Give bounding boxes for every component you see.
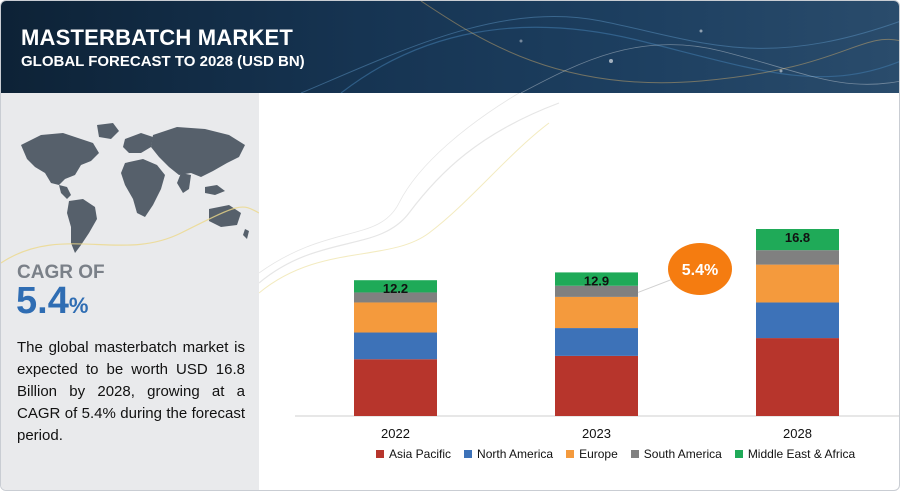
legend-label-europe: Europe — [579, 447, 618, 461]
bar-total-label-2028: 16.8 — [785, 230, 810, 245]
x-tick-label-2022: 2022 — [381, 426, 410, 441]
chart-legend: Asia Pacific North America Europe South Ame… — [376, 447, 868, 461]
bar-segment-2023-north-america — [555, 328, 638, 356]
cagr-number: 5.4 — [16, 280, 69, 322]
stacked-bar-chart: 12.2 2022 12.9 2023 16.8 2028 5.4% — [258, 92, 899, 441]
legend-label-middle-east-africa: Middle East & Africa — [747, 447, 856, 461]
bar-segment-2023-middle-east-africa — [555, 272, 638, 286]
legend-item-north-america: North America — [464, 447, 553, 461]
legend-item-asia-pacific: Asia Pacific — [376, 447, 451, 461]
page-subtitle: GLOBAL FORECAST TO 2028 (USD BN) — [21, 53, 305, 70]
legend-item-south-america: South America — [630, 447, 722, 461]
bar-segment-2023-south-america — [555, 285, 638, 297]
bar-segment-2023-asia-pacific — [555, 355, 638, 416]
bar-segment-2022-asia-pacific — [354, 359, 437, 416]
bar-segment-2028-middle-east-africa — [756, 229, 839, 251]
cagr-bubble-label: 5.4% — [682, 262, 718, 279]
legend-label-north-america: North America — [477, 447, 554, 461]
background-curves — [258, 92, 560, 294]
legend-label-south-america: South America — [643, 447, 722, 461]
legend-item-europe: Europe — [566, 447, 618, 461]
bar-segment-2028-europe — [756, 264, 839, 303]
legend-swatch-europe — [566, 450, 575, 458]
bar-total-label-2022: 12.2 — [383, 281, 408, 296]
legend-item-middle-east-africa: Middle East & Africa — [734, 447, 856, 461]
legend-swatch-south-america — [630, 450, 639, 458]
cagr-bubble — [668, 243, 732, 295]
summary-panel: CAGR OF 5.4% The global masterbatch mark… — [1, 93, 259, 490]
chart-area: 12.2 2022 12.9 2023 16.8 2028 5.4% — [258, 92, 899, 490]
legend-swatch-north-america — [464, 450, 473, 458]
market-description: The global masterbatch market is expecte… — [17, 339, 245, 444]
header-background-art — [300, 1, 899, 93]
world-map-icon — [1, 123, 259, 264]
cagr-unit: % — [68, 293, 89, 318]
bar-segment-2022-south-america — [354, 292, 437, 303]
header-banner: MASTERBATCH MARKET GLOBAL FORECAST TO 20… — [1, 1, 899, 93]
bar-segment-2028-north-america — [756, 302, 839, 339]
page-title: MASTERBATCH MARKET — [21, 25, 294, 50]
legend-label-asia-pacific: Asia Pacific — [389, 447, 452, 461]
bar-segment-2023-europe — [555, 296, 638, 329]
cagr-label: CAGR OF — [17, 262, 105, 283]
bar-segment-2022-europe — [354, 302, 437, 333]
bar-segment-2022-north-america — [354, 332, 437, 360]
x-tick-label-2028: 2028 — [783, 426, 812, 441]
bar-total-label-2023: 12.9 — [584, 273, 609, 288]
legend-swatch-middle-east-africa — [734, 450, 743, 458]
legend-swatch-asia-pacific — [376, 450, 384, 458]
x-tick-label-2023: 2023 — [582, 426, 611, 441]
bar-segment-2022-middle-east-africa — [354, 280, 437, 293]
bar-segment-2028-asia-pacific — [756, 338, 839, 416]
bar-segment-2028-south-america — [756, 250, 839, 265]
cagr-value: 5.4% — [16, 279, 88, 328]
